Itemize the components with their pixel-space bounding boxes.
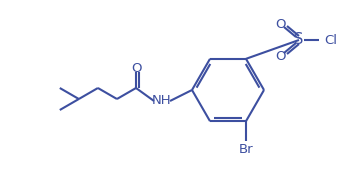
Text: O: O [276, 49, 286, 62]
Text: O: O [276, 17, 286, 30]
Text: O: O [132, 62, 142, 75]
Text: Cl: Cl [324, 34, 338, 47]
Text: Br: Br [239, 143, 253, 156]
Text: S: S [294, 32, 304, 48]
Text: NH: NH [152, 95, 172, 108]
